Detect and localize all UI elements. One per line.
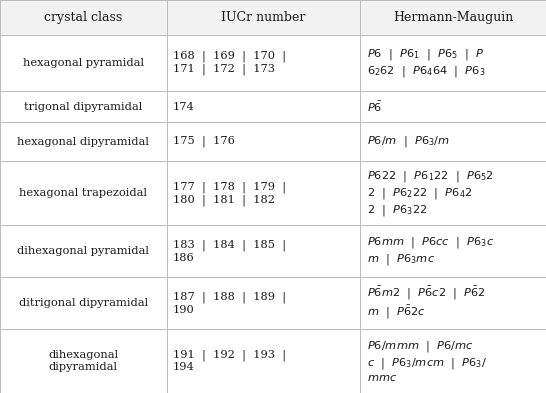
Text: 183  |  184  |  185  |
186: 183 | 184 | 185 | 186	[173, 240, 286, 263]
Text: ditrigonal dipyramidal: ditrigonal dipyramidal	[19, 298, 148, 308]
Text: $P6/m$  |  $P6_3/m$: $P6/m$ | $P6_3/m$	[367, 134, 450, 149]
Text: 191  |  192  |  193  |
194: 191 | 192 | 193 | 194	[173, 349, 286, 373]
Text: Hermann-Mauguin: Hermann-Mauguin	[393, 11, 513, 24]
Text: 177  |  178  |  179  |
180  |  181  |  182: 177 | 178 | 179 | 180 | 181 | 182	[173, 181, 286, 206]
Text: 168  |  169  |  170  |
171  |  172  |  173: 168 | 169 | 170 | 171 | 172 | 173	[173, 51, 286, 75]
Text: $P6/mmm$  |  $P6/mc$
$c$  |  $P6_3/mcm$  |  $P6_3/$
$mmc$: $P6/mmm$ | $P6/mc$ $c$ | $P6_3/mcm$ | $P…	[367, 339, 487, 383]
Text: 187  |  188  |  189  |
190: 187 | 188 | 189 | 190	[173, 292, 286, 314]
Text: $P\bar{6}m2$  |  $P\bar{6}c2$  |  $P\bar{6}2$
$m$  |  $P\bar{6}2c$: $P\bar{6}m2$ | $P\bar{6}c2$ | $P\bar{6}2…	[367, 285, 485, 321]
Text: trigonal dipyramidal: trigonal dipyramidal	[24, 101, 143, 112]
Text: IUCr number: IUCr number	[221, 11, 306, 24]
Text: dihexagonal
dipyramidal: dihexagonal dipyramidal	[48, 350, 118, 372]
Text: 175  |  176: 175 | 176	[173, 136, 235, 147]
Text: $P6mm$  |  $P6cc$  |  $P6_3c$
$m$  |  $P6_3mc$: $P6mm$ | $P6cc$ | $P6_3c$ $m$ | $P6_3mc$	[367, 235, 494, 267]
Text: dihexagonal pyramidal: dihexagonal pyramidal	[17, 246, 149, 256]
Text: hexagonal pyramidal: hexagonal pyramidal	[23, 58, 144, 68]
Text: $P\bar{6}$: $P\bar{6}$	[367, 99, 382, 114]
Text: $P622$  |  $P6_122$  |  $P6_52$
$2$  |  $P6_222$  |  $P6_42$
$2$  |  $P6_322$: $P622$ | $P6_122$ | $P6_52$ $2$ | $P6_22…	[367, 169, 494, 218]
Text: hexagonal dipyramidal: hexagonal dipyramidal	[17, 137, 149, 147]
Text: crystal class: crystal class	[44, 11, 122, 24]
Bar	[0, 0, 546, 35]
Text: $P6$  |  $P6_1$  |  $P6_5$  |  $P$
$6_262$  |  $P6_464$  |  $P6_3$: $P6$ | $P6_1$ | $P6_5$ | $P$ $6_262$ | $…	[367, 47, 485, 79]
Text: 174: 174	[173, 101, 195, 112]
Text: hexagonal trapezoidal: hexagonal trapezoidal	[19, 188, 147, 198]
